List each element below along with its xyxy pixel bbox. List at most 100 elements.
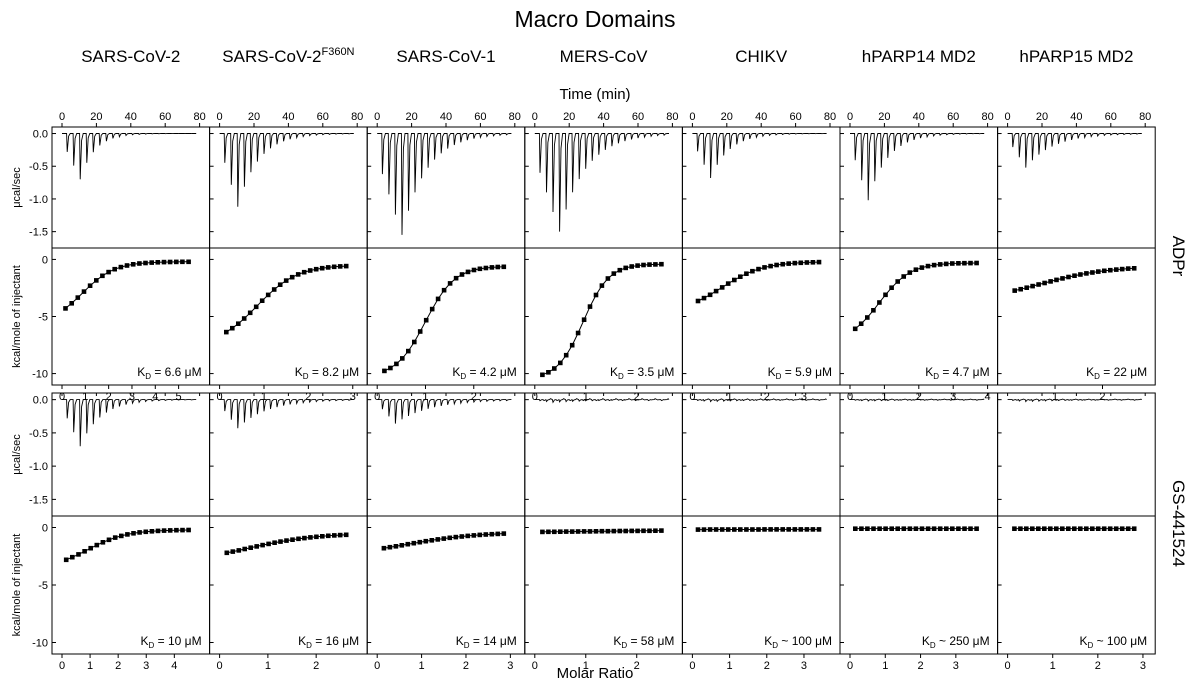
fit-data-point: [332, 533, 337, 538]
fit-data-point: [265, 292, 271, 298]
fit-data-point: [713, 527, 719, 532]
fit-data-point: [629, 264, 634, 269]
fit-data-point: [852, 326, 858, 332]
time-tick-label: 60: [789, 111, 801, 123]
fit-data-point: [417, 539, 423, 545]
fit-data-point: [925, 526, 931, 531]
fit-data-point: [853, 526, 858, 531]
fit-data-point: [242, 546, 247, 552]
fit-data-point: [937, 262, 943, 267]
fit-data-point: [1114, 267, 1119, 272]
fit-data-point: [768, 527, 773, 532]
fit-data-point: [804, 260, 810, 265]
fit-data-point: [314, 534, 319, 540]
fit-data-point: [744, 527, 749, 532]
fit-data-point: [883, 526, 888, 531]
molar-tick-label: 1: [419, 660, 425, 672]
molar-tick-label: 4: [152, 391, 158, 403]
time-tick-label: 60: [632, 111, 644, 123]
panel-frame: [366, 392, 526, 655]
fit-data-point: [447, 535, 453, 541]
fit-data-point: [489, 265, 495, 270]
molar-tick-label: 4: [985, 391, 991, 403]
kd-value: = 14 μM: [470, 634, 517, 648]
fit-data-point: [635, 528, 640, 534]
molar-tick-label: 3: [801, 391, 807, 403]
itc-panel: 0 20 40 60 80 0 1 2 KD = 3.5 μM: [524, 111, 683, 403]
fit-data-point: [477, 532, 483, 538]
fit-data-point: [260, 542, 265, 548]
fit-data-point: [301, 269, 307, 275]
fit-data-point: [453, 534, 459, 540]
kd-symbol: K: [1079, 634, 1087, 648]
molar-tick-label: 0: [532, 391, 538, 403]
fit-data-point: [112, 266, 117, 272]
raw-thermogram: [1007, 133, 1142, 168]
molar-tick-label: 0: [59, 391, 65, 403]
column-header-superscript: F360N: [321, 46, 354, 58]
kd-value: = 4.2 μM: [466, 365, 517, 379]
fit-data-point: [956, 261, 961, 266]
fit-data-point: [581, 317, 587, 322]
molar-tick-label: 1: [583, 391, 589, 403]
fit-data-point: [732, 277, 737, 283]
fit-data-point: [774, 262, 779, 268]
fit-data-point: [81, 289, 87, 294]
fit-data-point: [792, 527, 798, 532]
fit-data-point: [501, 531, 507, 536]
fit-curve: [65, 261, 189, 309]
panel-frame: [997, 126, 1156, 386]
fit-data-point: [558, 529, 563, 534]
fit-data-point: [750, 527, 755, 532]
fit-data-point: [254, 544, 259, 549]
fit-data-point: [82, 549, 87, 554]
kd-symbol: K: [295, 365, 303, 379]
fit-data-point: [1084, 526, 1089, 531]
fit-data-point: [1078, 272, 1083, 277]
fit-data-point: [913, 267, 919, 272]
fit-data-point: [701, 295, 707, 301]
fit-data-point: [1042, 526, 1047, 531]
fit-data-point: [1119, 526, 1125, 531]
molar-tick-label: 0: [847, 391, 853, 403]
fit-data-point: [248, 545, 253, 550]
fit-data-point: [453, 275, 459, 281]
fit-data-point: [659, 261, 664, 267]
fit-data-point: [423, 538, 429, 544]
fit-data-point: [974, 260, 979, 266]
fit-data-point: [943, 261, 949, 267]
fit-curve: [226, 265, 347, 333]
raw-thermogram: [377, 133, 512, 235]
fit-data-point: [406, 348, 411, 354]
kd-label: KD = 4.7 μM: [925, 365, 989, 381]
fit-data-point: [411, 540, 417, 546]
fit-data-point: [94, 278, 99, 283]
fit-data-point: [913, 526, 919, 531]
column-header: SARS-CoV-1: [396, 47, 495, 66]
kd-subscript: D: [776, 372, 782, 381]
fit-data-point: [575, 529, 581, 534]
fit-data-point: [593, 529, 599, 534]
fit-data-point: [1066, 274, 1071, 280]
column-header: SARS-CoV-2F360N: [222, 46, 354, 66]
fit-data-point: [296, 536, 301, 542]
fit-data-point: [744, 271, 749, 276]
panel-frame: [366, 126, 526, 386]
kd-subscript: D: [1087, 641, 1093, 650]
fit-data-point: [1108, 267, 1113, 273]
molar-tick-label: 3: [801, 660, 807, 672]
fit-data-point: [100, 540, 106, 545]
time-tick-label: 20: [878, 111, 890, 123]
fit-data-point: [647, 528, 652, 534]
fit-data-point: [540, 529, 545, 535]
kd-subscript: D: [772, 641, 778, 650]
fit-y-tick-label: 0: [42, 523, 48, 535]
time-tick-label: 40: [1070, 111, 1082, 123]
fit-data-point: [337, 264, 343, 269]
time-tick-label: 60: [474, 111, 486, 123]
time-tick-label: 20: [405, 111, 417, 123]
time-tick-label: 80: [351, 111, 363, 123]
fit-data-point: [816, 527, 822, 532]
fit-data-point: [63, 306, 68, 311]
fit-data-point: [343, 263, 349, 269]
